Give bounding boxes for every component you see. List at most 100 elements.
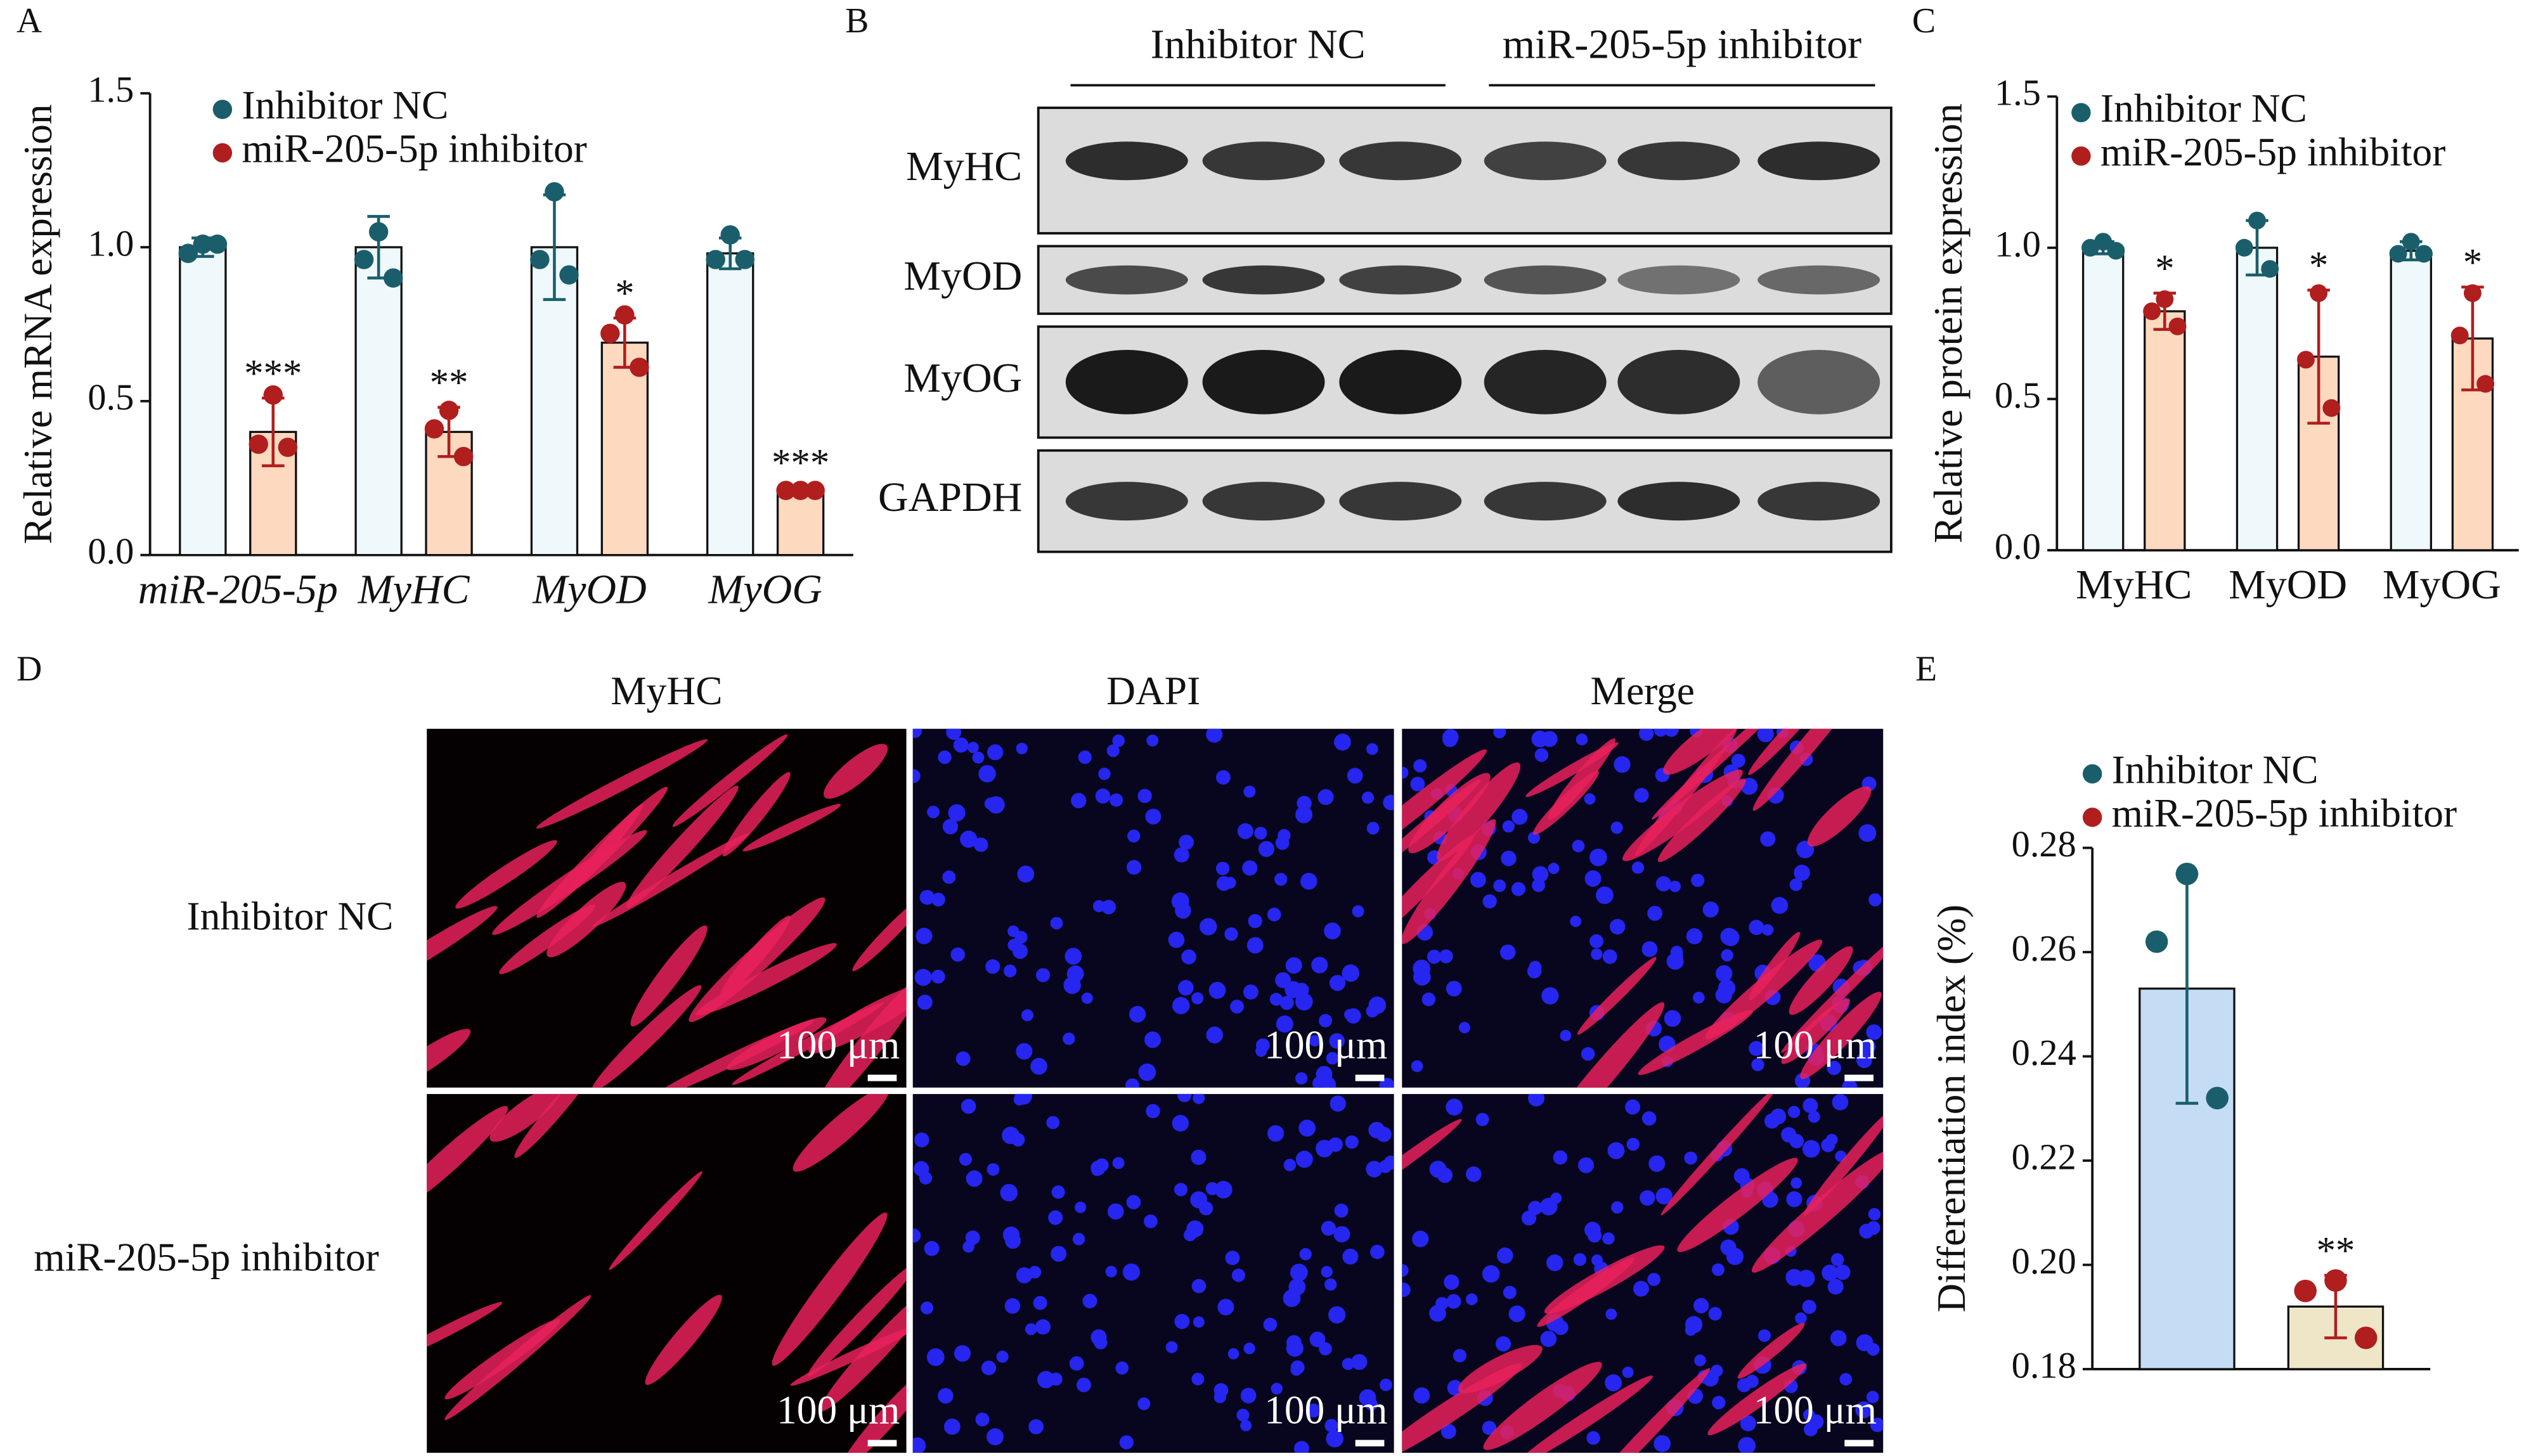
nucleus xyxy=(1541,987,1559,1005)
data-point xyxy=(193,234,213,254)
nucleus xyxy=(1361,791,1375,804)
nucleus xyxy=(1694,1354,1706,1367)
nucleus xyxy=(1076,1377,1091,1393)
myotube xyxy=(1402,1119,1462,1201)
y-tick-label: 1.0 xyxy=(87,222,134,264)
column-label: Merge xyxy=(1591,668,1695,713)
nucleus xyxy=(1025,1323,1037,1336)
nucleus xyxy=(1206,1026,1223,1044)
nucleus xyxy=(1112,1157,1125,1169)
nucleus xyxy=(1605,1308,1617,1320)
y-tick-label: 0.0 xyxy=(87,531,134,572)
y-tick-label: 0.28 xyxy=(2012,823,2076,865)
nucleus xyxy=(1293,1441,1309,1453)
data-point xyxy=(545,182,564,202)
micrograph xyxy=(912,1093,1394,1453)
nucleus xyxy=(1797,1270,1815,1287)
nucleus xyxy=(1830,1330,1847,1346)
myotube xyxy=(1781,930,1884,1053)
nucleus xyxy=(942,870,956,884)
panel-label: B xyxy=(845,1,869,41)
nucleus xyxy=(1572,839,1585,853)
nucleus xyxy=(1842,1079,1858,1088)
nucleus xyxy=(1295,1072,1308,1085)
y-tick-label: 0.24 xyxy=(2012,1032,2076,1073)
nucleus xyxy=(1312,1076,1327,1088)
nucleus xyxy=(946,728,962,740)
nucleus xyxy=(1317,1143,1330,1157)
nucleus xyxy=(1664,1010,1681,1027)
nucleus xyxy=(1602,949,1617,964)
nucleus xyxy=(938,1388,954,1404)
nucleus xyxy=(1584,793,1596,805)
data-point xyxy=(615,305,635,325)
nucleus xyxy=(920,1301,934,1315)
nucleus xyxy=(1435,1297,1449,1310)
nucleus xyxy=(1622,1367,1634,1378)
nucleus xyxy=(1413,959,1431,977)
legend-label: Inhibitor NC xyxy=(2100,86,2307,131)
nucleus xyxy=(1179,834,1194,850)
nucleus xyxy=(1866,1024,1882,1040)
data-point xyxy=(178,243,198,263)
myotube xyxy=(772,1212,888,1366)
nucleus xyxy=(1855,1401,1873,1419)
nucleus xyxy=(1326,1052,1339,1065)
nucleus xyxy=(1633,1280,1649,1297)
nucleus xyxy=(1014,931,1028,944)
nucleus xyxy=(1482,1421,1497,1435)
myotube xyxy=(1752,728,1868,811)
nucleus xyxy=(1193,1093,1205,1104)
myotube xyxy=(824,744,888,799)
nucleus xyxy=(1092,900,1105,913)
myotube xyxy=(547,882,626,958)
nucleus xyxy=(1802,1299,1816,1314)
nucleus xyxy=(1528,1201,1543,1215)
blot-band xyxy=(1339,482,1462,521)
nucleus xyxy=(1511,809,1528,825)
myotube xyxy=(1515,1375,1654,1453)
nucleus xyxy=(1290,1364,1302,1376)
myotube xyxy=(1437,762,1520,861)
nucleus xyxy=(1035,968,1051,982)
myotube xyxy=(732,1002,884,1085)
nucleus xyxy=(1540,1330,1557,1348)
nucleus xyxy=(1125,1078,1140,1088)
nucleus xyxy=(1578,1157,1595,1173)
data-point xyxy=(368,222,389,242)
myotube xyxy=(1582,1368,1711,1453)
nucleus xyxy=(1063,1033,1075,1045)
nucleus xyxy=(954,1345,971,1362)
micrograph-content xyxy=(1402,728,1884,1088)
y-axis-label: Relative mRNA expression xyxy=(15,104,60,544)
nucleus xyxy=(1146,734,1159,747)
y-tick-label: 1.0 xyxy=(1995,223,2041,264)
micrograph-content xyxy=(912,728,1394,1088)
bar xyxy=(2144,310,2186,551)
nucleus xyxy=(1366,821,1380,835)
data-point xyxy=(735,250,755,269)
nucleus xyxy=(1351,1354,1368,1370)
bar xyxy=(2390,249,2433,551)
blot-band xyxy=(1202,141,1325,181)
nucleus xyxy=(1446,981,1462,997)
data-point xyxy=(2081,238,2099,257)
myotube xyxy=(1402,819,1496,944)
nucleus xyxy=(1781,1127,1797,1143)
myotube xyxy=(1408,773,1491,854)
nucleus xyxy=(1317,789,1334,805)
nucleus xyxy=(1527,831,1540,844)
legend-label: miR-205-5p inhibitor xyxy=(2112,790,2457,835)
nucleus xyxy=(1174,1313,1190,1329)
myotube xyxy=(1660,1093,1777,1216)
nucleus xyxy=(1324,1278,1337,1291)
bar xyxy=(179,246,227,557)
data-point xyxy=(2415,245,2433,263)
data-point xyxy=(720,225,740,245)
scale-bar-label: 100 μm xyxy=(1264,1022,1387,1067)
myotube xyxy=(672,734,788,827)
blot-row-label: MyOD xyxy=(903,253,1022,299)
myotube xyxy=(1402,1363,1522,1453)
nucleus xyxy=(1584,870,1602,887)
nucleus xyxy=(1002,1126,1019,1145)
